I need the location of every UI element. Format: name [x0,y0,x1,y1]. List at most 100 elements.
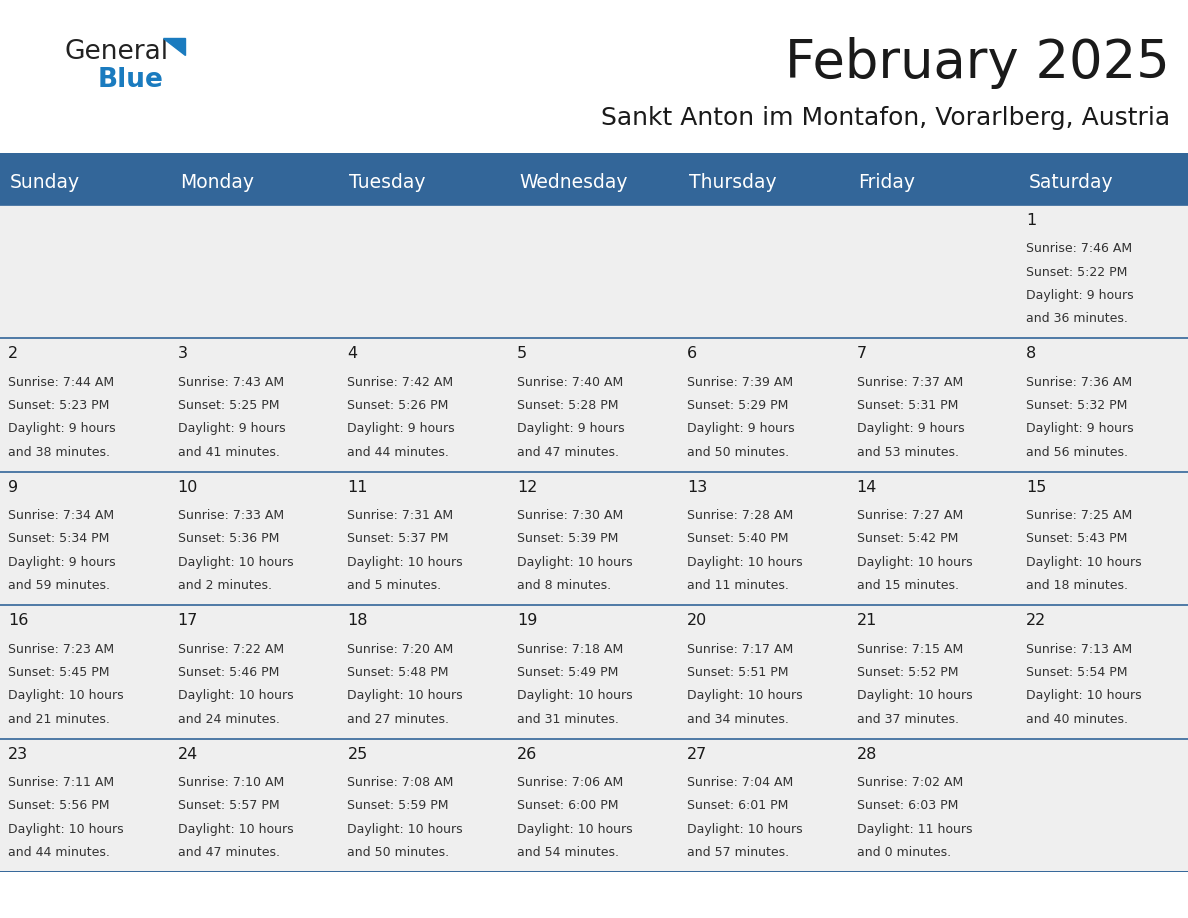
Text: Sunrise: 7:22 AM: Sunrise: 7:22 AM [178,643,284,655]
Text: Daylight: 9 hours: Daylight: 9 hours [178,422,285,435]
Text: Daylight: 10 hours: Daylight: 10 hours [517,689,633,702]
Text: Sunrise: 7:18 AM: Sunrise: 7:18 AM [517,643,624,655]
Text: Daylight: 10 hours: Daylight: 10 hours [687,689,802,702]
Text: 13: 13 [687,480,707,495]
Text: Daylight: 10 hours: Daylight: 10 hours [1026,555,1142,569]
Text: Daylight: 10 hours: Daylight: 10 hours [347,689,463,702]
Text: and 44 minutes.: and 44 minutes. [347,446,449,459]
Bar [1018,739,1188,872]
Bar [340,739,510,872]
Text: Sunset: 6:03 PM: Sunset: 6:03 PM [857,800,958,812]
Bar [510,339,678,472]
Text: and 50 minutes.: and 50 minutes. [347,846,449,859]
Bar [678,339,848,472]
Text: Sunrise: 7:43 AM: Sunrise: 7:43 AM [178,375,284,388]
Text: Sunrise: 7:04 AM: Sunrise: 7:04 AM [687,776,794,789]
Text: Sunrise: 7:27 AM: Sunrise: 7:27 AM [857,509,962,522]
Text: Daylight: 9 hours: Daylight: 9 hours [8,555,115,569]
Text: Sunset: 5:32 PM: Sunset: 5:32 PM [1026,399,1127,412]
Text: Daylight: 9 hours: Daylight: 9 hours [1026,289,1133,302]
Text: Daylight: 10 hours: Daylight: 10 hours [178,823,293,835]
Text: Sunrise: 7:11 AM: Sunrise: 7:11 AM [8,776,114,789]
Polygon shape [163,38,185,55]
Bar [678,472,848,605]
Text: and 56 minutes.: and 56 minutes. [1026,446,1129,459]
Text: and 11 minutes.: and 11 minutes. [687,579,789,592]
Text: General: General [65,39,169,65]
Bar [340,605,510,739]
Text: 11: 11 [347,480,368,495]
Bar [1018,205,1188,339]
Text: 20: 20 [687,613,707,628]
Text: Daylight: 10 hours: Daylight: 10 hours [178,555,293,569]
Text: 8: 8 [1026,346,1037,362]
Text: Sunrise: 7:17 AM: Sunrise: 7:17 AM [687,643,794,655]
Text: Sunrise: 7:20 AM: Sunrise: 7:20 AM [347,643,454,655]
Text: Sunset: 5:59 PM: Sunset: 5:59 PM [347,800,449,812]
Text: Sunset: 5:29 PM: Sunset: 5:29 PM [687,399,788,412]
Text: Sunset: 5:45 PM: Sunset: 5:45 PM [8,666,109,679]
Text: Sunset: 5:40 PM: Sunset: 5:40 PM [687,532,789,545]
Text: Sunrise: 7:39 AM: Sunrise: 7:39 AM [687,375,792,388]
Text: Tuesday: Tuesday [349,173,426,192]
Bar [0,472,170,605]
Bar [1018,472,1188,605]
Bar [0,339,170,472]
Text: Daylight: 9 hours: Daylight: 9 hours [347,422,455,435]
Text: 10: 10 [178,480,198,495]
Text: 28: 28 [857,746,877,762]
Text: Sunrise: 7:44 AM: Sunrise: 7:44 AM [8,375,114,388]
Bar [848,605,1018,739]
Text: Sunrise: 7:13 AM: Sunrise: 7:13 AM [1026,643,1132,655]
Text: 21: 21 [857,613,877,628]
Bar [0,605,170,739]
Text: Sunrise: 7:02 AM: Sunrise: 7:02 AM [857,776,962,789]
Text: Thursday: Thursday [689,173,777,192]
Text: Sunset: 5:31 PM: Sunset: 5:31 PM [857,399,958,412]
Text: Daylight: 9 hours: Daylight: 9 hours [1026,422,1133,435]
Text: Sunset: 5:22 PM: Sunset: 5:22 PM [1026,265,1127,279]
Text: Friday: Friday [859,173,916,192]
Text: 24: 24 [178,746,198,762]
Text: and 5 minutes.: and 5 minutes. [347,579,442,592]
Bar [340,339,510,472]
Text: Sunset: 5:42 PM: Sunset: 5:42 PM [857,532,958,545]
Bar [0,739,170,872]
Text: 6: 6 [687,346,697,362]
Bar [848,205,1018,339]
Text: and 47 minutes.: and 47 minutes. [517,446,619,459]
Text: Sunrise: 7:23 AM: Sunrise: 7:23 AM [8,643,114,655]
Text: Sunrise: 7:36 AM: Sunrise: 7:36 AM [1026,375,1132,388]
Text: Sunset: 5:37 PM: Sunset: 5:37 PM [347,532,449,545]
Text: February 2025: February 2025 [785,37,1170,89]
Text: and 44 minutes.: and 44 minutes. [8,846,109,859]
Text: 7: 7 [857,346,867,362]
Text: Sunrise: 7:46 AM: Sunrise: 7:46 AM [1026,242,1132,255]
Bar [510,205,678,339]
Text: 27: 27 [687,746,707,762]
Text: and 50 minutes.: and 50 minutes. [687,446,789,459]
Text: 16: 16 [8,613,29,628]
Text: 22: 22 [1026,613,1047,628]
Bar [340,472,510,605]
Text: Sunset: 5:26 PM: Sunset: 5:26 PM [347,399,449,412]
Text: and 31 minutes.: and 31 minutes. [517,712,619,725]
Text: Sunrise: 7:08 AM: Sunrise: 7:08 AM [347,776,454,789]
Text: Wednesday: Wednesday [519,173,627,192]
Text: Sunset: 5:36 PM: Sunset: 5:36 PM [178,532,279,545]
Text: Sunrise: 7:30 AM: Sunrise: 7:30 AM [517,509,624,522]
Text: Sunset: 5:49 PM: Sunset: 5:49 PM [517,666,619,679]
Text: Daylight: 9 hours: Daylight: 9 hours [517,422,625,435]
Text: 18: 18 [347,613,368,628]
Text: 3: 3 [178,346,188,362]
Text: and 18 minutes.: and 18 minutes. [1026,579,1129,592]
Text: and 15 minutes.: and 15 minutes. [857,579,959,592]
Text: Daylight: 10 hours: Daylight: 10 hours [8,689,124,702]
Text: Sunset: 5:52 PM: Sunset: 5:52 PM [857,666,958,679]
Text: Sunrise: 7:15 AM: Sunrise: 7:15 AM [857,643,962,655]
Bar [510,739,678,872]
Bar [848,472,1018,605]
Bar [170,605,340,739]
Text: Sunset: 5:57 PM: Sunset: 5:57 PM [178,800,279,812]
Text: and 2 minutes.: and 2 minutes. [178,579,272,592]
